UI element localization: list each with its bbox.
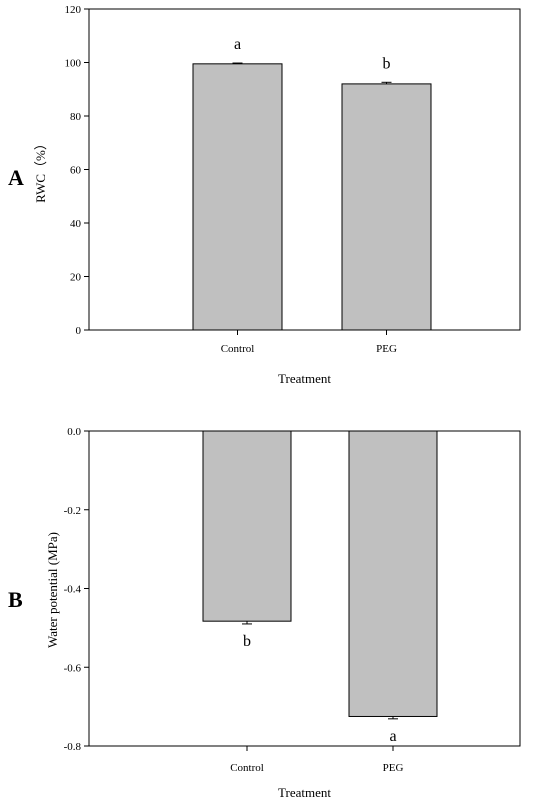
y-tick-label: 20 <box>70 272 82 284</box>
bar-control <box>202 430 292 622</box>
y-axis-title: Water potential (MPa) <box>45 532 60 648</box>
x-tick-label: PEG <box>376 343 397 355</box>
significance-letter: a <box>234 36 241 53</box>
bar-peg <box>348 430 438 717</box>
plot-frame <box>88 430 521 747</box>
x-tick-label: Control <box>230 762 264 774</box>
x-tick-label: Control <box>221 343 255 355</box>
significance-letter: b <box>243 633 251 650</box>
y-tick-label: 120 <box>65 4 82 16</box>
y-tick-label: 60 <box>70 165 82 177</box>
y-tick-label: -0.4 <box>64 584 82 596</box>
y-tick-label: -0.8 <box>64 741 82 753</box>
x-axis-title: Treatment <box>278 371 331 386</box>
plot-frame <box>88 8 521 331</box>
panel-label: A <box>8 165 24 190</box>
x-axis-title: Treatment <box>278 785 331 800</box>
significance-letter: b <box>383 55 391 72</box>
y-tick-label: 0 <box>76 325 82 337</box>
panel-label: B <box>8 587 23 612</box>
bar-peg <box>341 83 432 331</box>
y-tick-label: 80 <box>70 111 82 123</box>
significance-letter: a <box>389 728 396 745</box>
y-tick-label: 40 <box>70 218 82 230</box>
y-axis-title: RWC（%） <box>33 137 48 203</box>
x-tick-label: PEG <box>383 762 404 774</box>
y-tick-label: -0.6 <box>64 662 82 674</box>
y-tick-label: 100 <box>65 58 82 70</box>
y-tick-label: -0.2 <box>64 505 81 517</box>
y-tick-label: 0.0 <box>67 426 81 438</box>
bar-control <box>192 63 283 331</box>
